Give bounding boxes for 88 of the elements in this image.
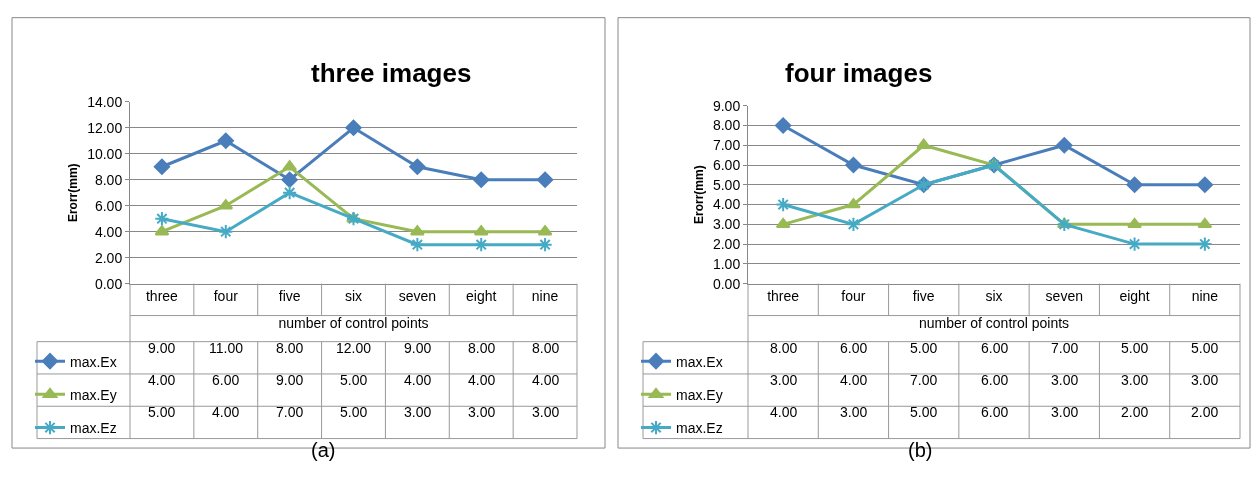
x-tick-label: six (985, 288, 1003, 305)
data-label: 6.00 (981, 372, 1009, 388)
data-label: 5.00 (910, 340, 938, 356)
data-label: 2.00 (1191, 404, 1219, 420)
data-label: 2.00 (1121, 404, 1149, 420)
data-label: 4.00 (532, 372, 560, 388)
data-label: 3.00 (1051, 404, 1079, 420)
data-label: 4.00 (404, 372, 432, 388)
x-tick-label: seven (398, 288, 437, 305)
y-tick-label: 8.00 (712, 117, 741, 134)
data-label: 5.00 (148, 404, 176, 420)
y-tick-label: 12.00 (87, 119, 123, 136)
text: (b) (908, 439, 933, 461)
data-label: 3.00 (468, 404, 496, 420)
data-label: 6.00 (840, 340, 868, 356)
chart-title: four images (785, 58, 933, 88)
data-label: 5.00 (340, 372, 368, 388)
data-label: 3.00 (1051, 372, 1079, 388)
data-label: 11.00 (209, 340, 244, 356)
y-tick-label: 14.00 (87, 93, 123, 110)
y-tick-label: 10.00 (87, 145, 123, 162)
data-label: 12.00 (336, 340, 372, 356)
data-label: 3.00 (770, 372, 798, 388)
y-tick-label: 4.00 (712, 196, 741, 213)
y-tick-label: 4.00 (94, 223, 123, 240)
data-label: 6.00 (212, 372, 240, 388)
x-tick-label: eight (1119, 288, 1150, 305)
x-tick-label: five (912, 288, 935, 305)
x-tick-label: nine (531, 288, 559, 305)
x-tick-label: four (213, 288, 239, 305)
legend-label: max.Ex (676, 353, 723, 370)
y-tick-label: 6.00 (712, 156, 741, 173)
y-tick-label: 2.00 (94, 249, 123, 266)
x-tick-label: nine (1191, 288, 1219, 305)
y-tick-label: 9.00 (712, 97, 741, 114)
data-label: 9.00 (148, 340, 176, 356)
y-tick-label: 1.00 (712, 255, 741, 272)
data-label: 4.00 (212, 404, 240, 420)
y-tick-label: 7.00 (712, 137, 741, 154)
chart-title: three images (311, 58, 472, 88)
data-label: 3.00 (532, 404, 560, 420)
y-tick-label: 2.00 (712, 235, 741, 252)
data-label: 6.00 (981, 404, 1009, 420)
y-tick-label: 0.00 (712, 275, 741, 292)
x-tick-label: six (344, 288, 363, 305)
y-tick-label: 0.00 (94, 275, 123, 292)
data-label: 5.00 (910, 404, 938, 420)
data-label: 8.00 (276, 340, 304, 356)
x-axis-title: number of control points (278, 314, 429, 331)
text: (a) (311, 439, 336, 461)
legend-label: max.Ey (676, 386, 723, 403)
data-label: 8.00 (468, 340, 496, 356)
y-axis-title: Erorr(mm) (692, 165, 707, 224)
data-label: 8.00 (770, 340, 798, 356)
y-tick-label: 6.00 (94, 197, 123, 214)
data-label: 7.00 (1051, 340, 1079, 356)
data-label: 3.00 (840, 404, 868, 420)
data-label: 9.00 (404, 340, 432, 356)
data-label: 5.00 (1121, 340, 1149, 356)
data-label: 4.00 (148, 372, 176, 388)
data-label: 4.00 (468, 372, 496, 388)
x-tick-label: four (841, 288, 866, 305)
y-tick-label: 5.00 (712, 176, 741, 193)
legend-label: max.Ez (70, 419, 117, 436)
y-tick-label: 3.00 (712, 216, 741, 233)
data-label: 7.00 (276, 404, 304, 420)
y-tick-label: 8.00 (94, 171, 123, 188)
data-label: 3.00 (1121, 372, 1149, 388)
data-label: 5.00 (340, 404, 368, 420)
data-label: 4.00 (840, 372, 868, 388)
data-label: 5.00 (1191, 340, 1219, 356)
data-label: 6.00 (981, 340, 1009, 356)
x-tick-label: three (145, 288, 179, 305)
data-label: 9.00 (276, 372, 304, 388)
data-label: 8.00 (532, 340, 560, 356)
data-label: 3.00 (1191, 372, 1219, 388)
data-label: 3.00 (404, 404, 432, 420)
x-tick-label: seven (1045, 288, 1083, 305)
x-tick-label: five (278, 288, 301, 305)
legend-label: max.Ey (70, 386, 117, 403)
x-tick-label: three (767, 288, 800, 305)
data-label: 4.00 (770, 404, 798, 420)
x-tick-label: eight (466, 288, 497, 305)
legend-label: max.Ez (676, 419, 723, 436)
x-axis-title: number of control points (918, 314, 1070, 331)
data-label: 7.00 (910, 372, 938, 388)
legend-label: max.Ex (70, 353, 117, 370)
y-axis-title: Erorr(mm) (66, 163, 81, 223)
